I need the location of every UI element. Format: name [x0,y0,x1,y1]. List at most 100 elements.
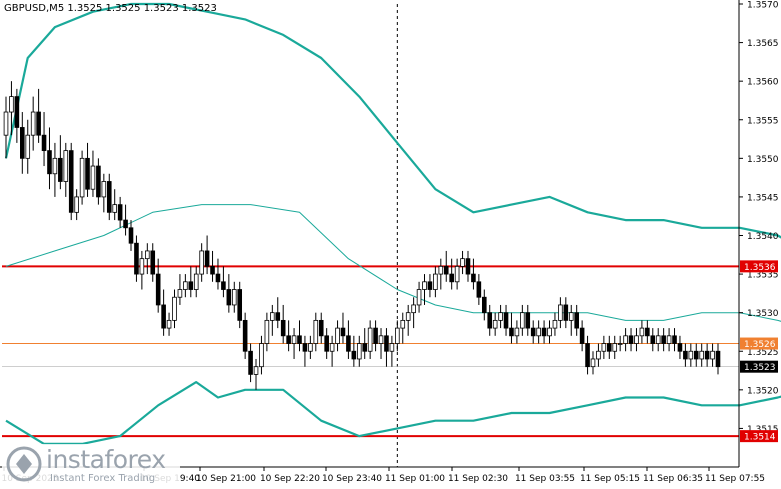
candle [106,173,112,221]
candle-body [14,96,20,128]
candle [101,173,107,213]
y-tick-label: 1.3525 [747,348,779,358]
y-tick-label: 1.3535 [747,271,779,281]
candle-body [313,319,319,344]
level-label: 1.3536 [744,263,776,273]
candle [346,320,351,359]
candle [628,328,634,352]
candle [688,343,694,367]
candle [476,274,482,305]
candle [52,142,58,197]
candle [41,112,47,167]
candle-body [574,312,579,329]
x-tick-label: 10 Sep 22:20 [260,474,320,484]
candle [405,304,411,336]
candle-body [367,327,373,352]
candle [471,258,476,290]
candle [378,328,384,359]
candle [704,343,710,367]
candle [454,258,460,290]
candle [96,158,101,205]
candle [335,320,340,352]
candle-body [405,312,411,321]
candle [498,304,503,329]
candle [204,235,210,275]
candle-body [30,111,36,136]
candle [270,304,275,336]
candle-body [74,196,79,213]
candle [226,274,232,313]
candle-body [172,296,177,321]
candle-body [590,358,596,368]
x-tick-label: 11 Sep 01:00 [385,474,445,484]
candle-body [226,289,232,306]
candle [389,335,395,367]
y-tick-label: 1.3520 [747,386,779,396]
candle [433,266,438,298]
candle-body [188,281,194,290]
candle-body [286,335,291,344]
candle [324,328,329,359]
candle [231,281,237,313]
candle [188,266,194,298]
candle-body [373,327,378,344]
candle-body [264,319,270,344]
x-tick-label: 10 Sep 21:00 [196,474,256,484]
candle [302,335,308,367]
candle-body [253,366,259,375]
x-tick-label: 11 Sep 02:30 [448,474,508,484]
candle [237,281,243,329]
candle [487,304,493,336]
candle-body [558,304,563,321]
candle [139,250,145,290]
candle [558,297,563,329]
candle-body [433,273,438,290]
candle [645,320,650,344]
candle-body [161,304,166,329]
candle-body [199,250,204,275]
candle [438,258,444,290]
candle [416,281,422,313]
candle-body [41,134,47,152]
candle [58,135,63,190]
candle [47,127,52,190]
candle-body [400,319,406,329]
candle-body [476,281,482,298]
candle-body [563,304,569,321]
candle [574,304,579,336]
candle [552,312,558,336]
candle-body [481,296,487,314]
candles [3,81,721,390]
candle [329,335,335,367]
candle-body [231,289,237,306]
level-label-box [740,337,778,350]
candle-body [465,258,471,275]
candle [20,112,25,174]
candle [313,312,319,352]
candle-body [443,265,449,275]
candle [161,289,166,336]
candle [199,243,204,282]
candle [384,328,389,367]
candle-body [612,343,618,352]
candle-body [9,96,14,113]
y-tick-label: 1.3545 [747,193,779,203]
candle [683,343,688,367]
candle-body [699,350,704,360]
current-price-box [740,360,778,373]
candle-body [623,335,628,344]
candle [155,258,161,313]
candle-body [509,327,514,337]
candle [422,274,427,305]
level-label-box [740,430,778,443]
candle-body [617,343,623,345]
candle-body [210,265,215,275]
candle-body [411,304,416,314]
candle [617,335,623,352]
candle [699,343,704,367]
candle-body [471,273,476,283]
candle [3,96,9,159]
candle-body [579,327,585,344]
candle-body [280,319,286,337]
candle-body [25,134,31,159]
